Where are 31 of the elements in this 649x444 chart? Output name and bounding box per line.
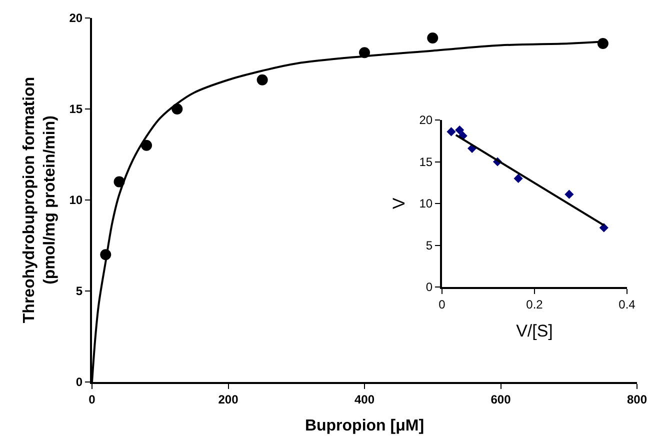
- x-tick-label: 0: [88, 392, 96, 406]
- x-tick-label: 200: [218, 392, 239, 406]
- point: [256, 74, 268, 86]
- y-axis-title: Threohydrobupropion formation (pmol/mg protein/min): [20, 76, 59, 324]
- y-tick-label: 5: [426, 238, 433, 252]
- point: [141, 140, 152, 151]
- y-tick-label: 0: [426, 280, 433, 294]
- x-tick-label: 400: [354, 392, 375, 406]
- y-axis-title: V: [389, 197, 408, 210]
- y-tick-label: 10: [69, 193, 83, 208]
- y-tick-label: 20: [419, 113, 433, 128]
- y-tick-label: 20: [69, 11, 83, 26]
- point: [427, 32, 438, 44]
- point: [564, 190, 574, 199]
- x-tick-label: 0.4: [618, 297, 636, 312]
- x-tick-label: 0.2: [526, 297, 544, 312]
- y-tick-label: 10: [419, 196, 433, 211]
- point: [455, 125, 464, 135]
- y-tick-label: 15: [419, 154, 433, 169]
- x-tick-label: 0: [438, 297, 446, 312]
- point: [597, 38, 608, 49]
- x-tick-label: 800: [626, 392, 648, 406]
- point: [446, 127, 456, 136]
- y-tick-label: 15: [69, 102, 83, 116]
- x-axis-title: V/[S]: [516, 321, 553, 340]
- x-axis-title: Bupropion [μM]: [304, 418, 424, 435]
- x-tick-label: 600: [490, 392, 512, 406]
- point: [599, 223, 608, 232]
- y-tick-label: 5: [76, 284, 83, 298]
- y-tick-label: 0: [76, 375, 83, 390]
- point: [514, 174, 523, 183]
